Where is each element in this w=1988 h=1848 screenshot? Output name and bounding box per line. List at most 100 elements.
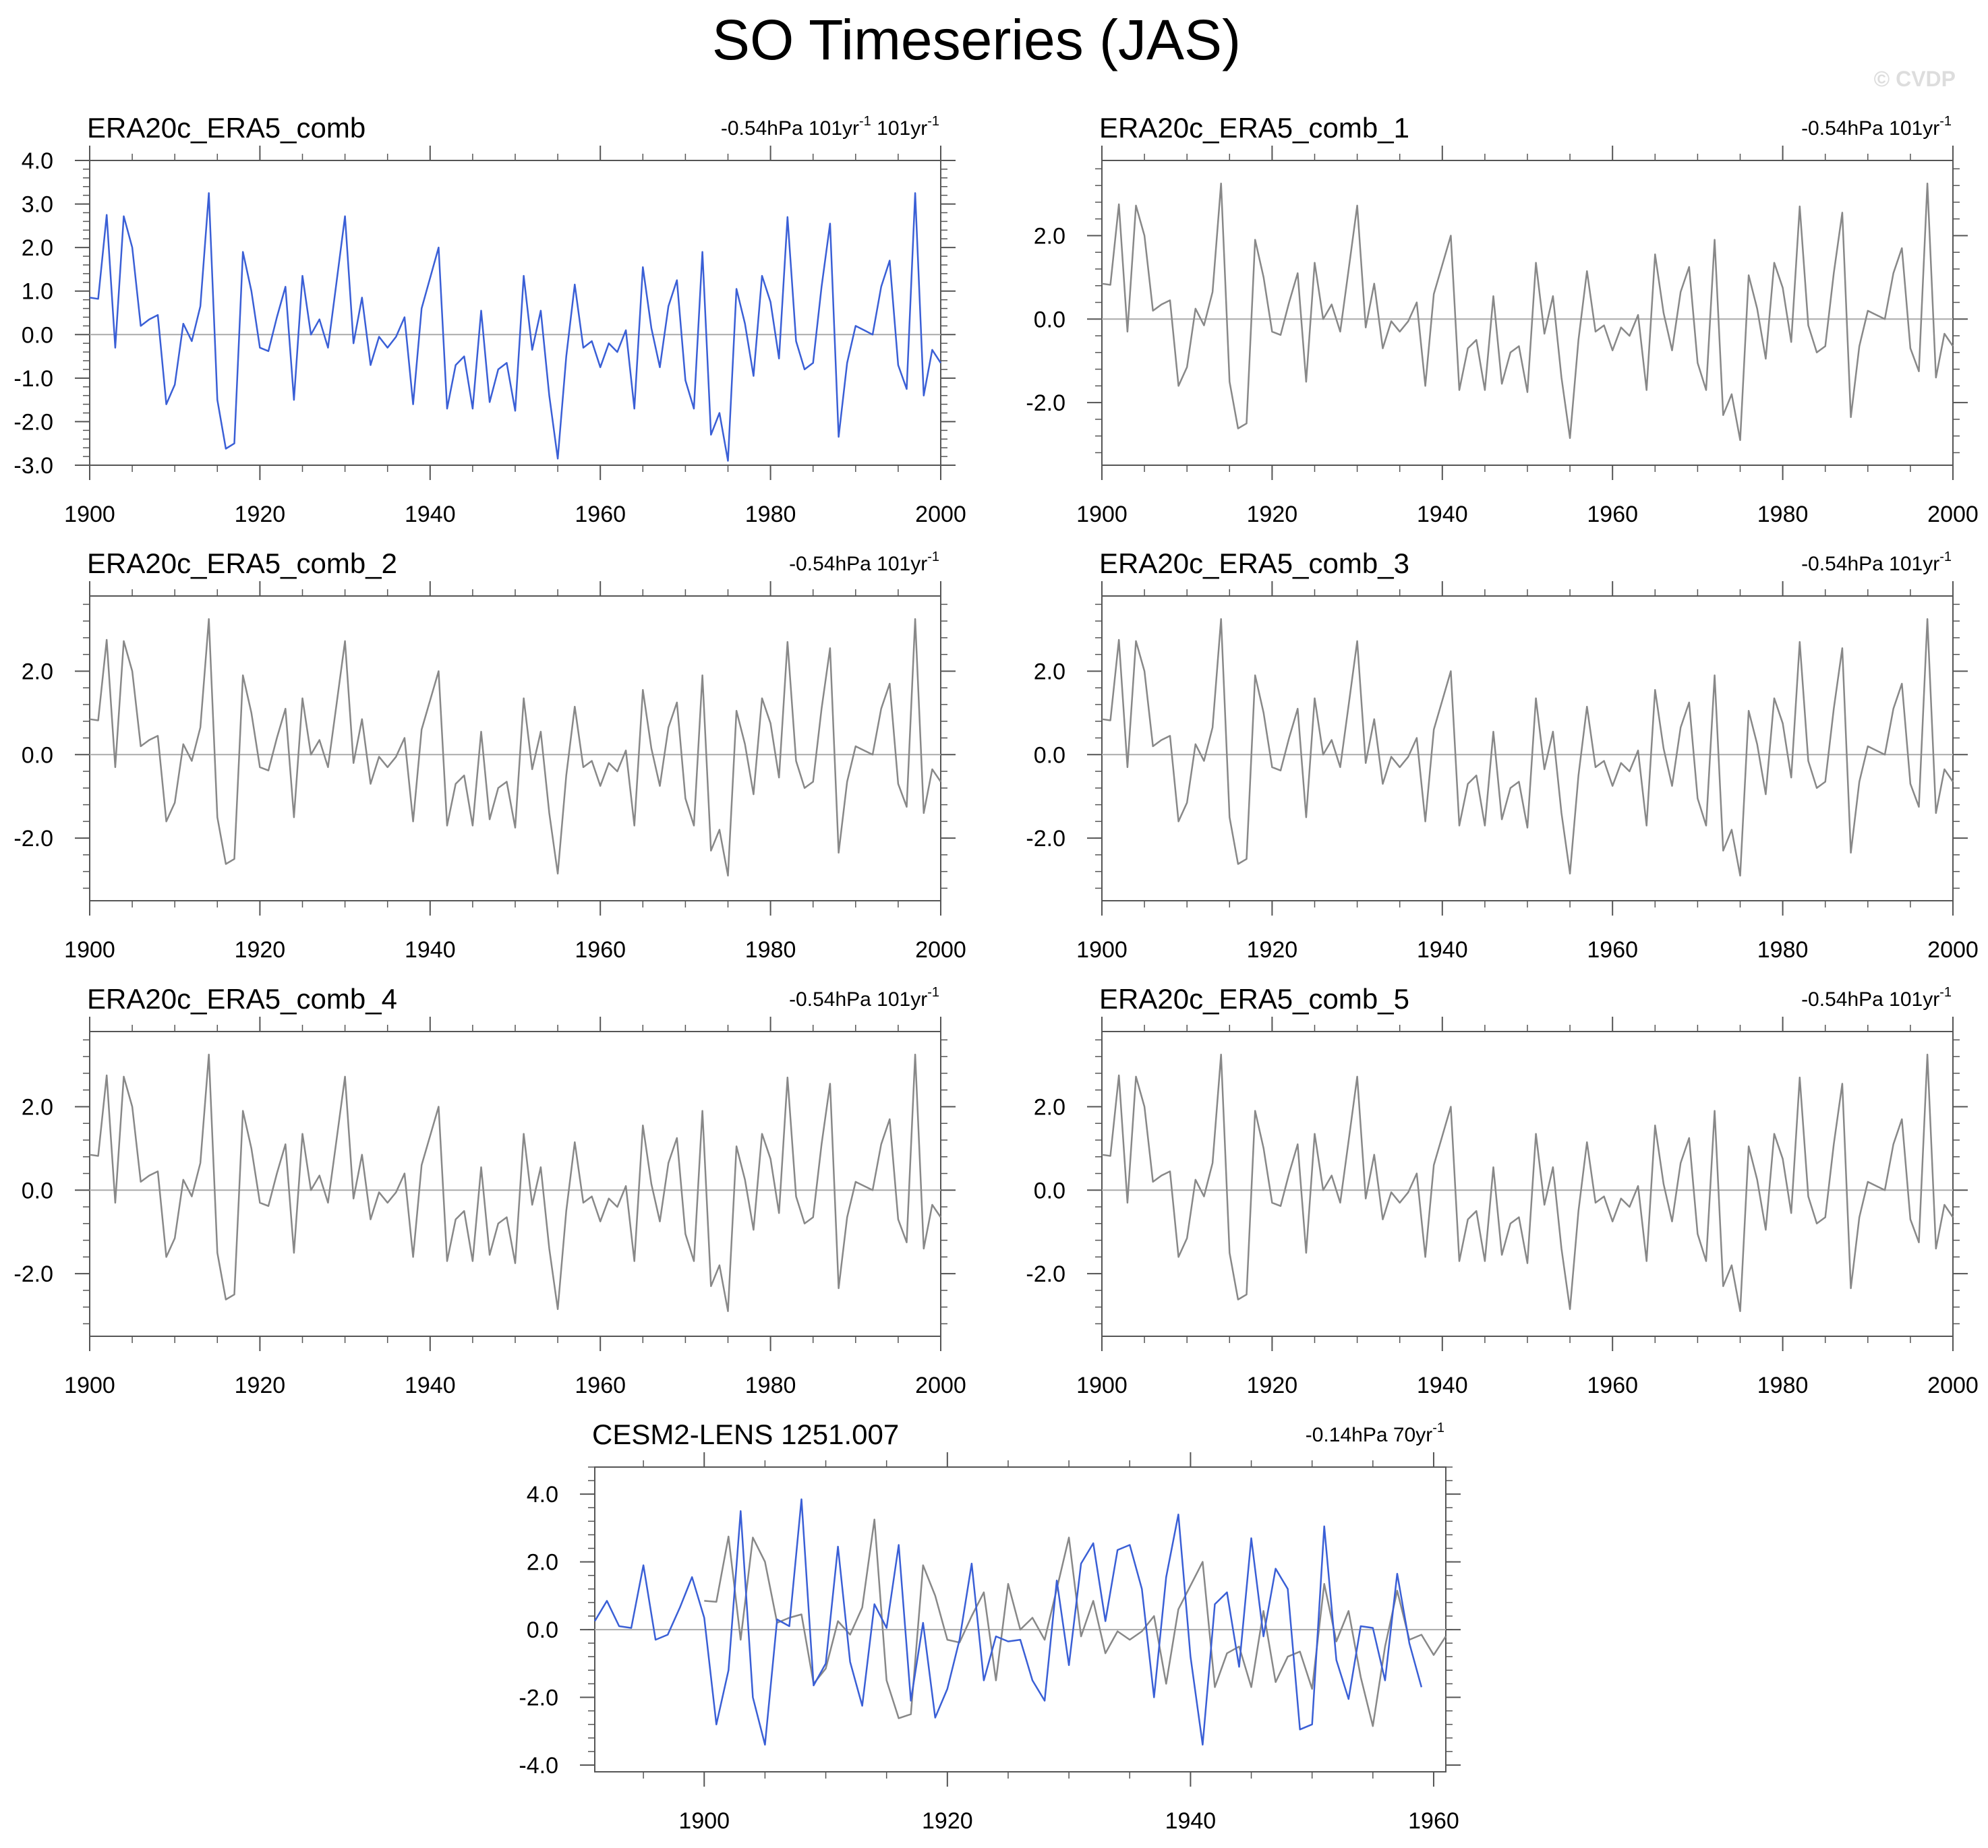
y-tick-label: 0.0 (1034, 307, 1065, 332)
panel-7: CESM2-LENS 1251.007 -0.14hPa 70yr-1 -4.0 -2… (519, 1419, 1461, 1834)
x-tick-label: 1900 (64, 502, 115, 527)
y-tick-label: -3.0 (13, 453, 53, 479)
trend-annotation: -0.54hPa 101yr-1 101yr-1 (721, 114, 939, 140)
x-tick-label: 1960 (1587, 937, 1638, 963)
x-tick-label: 1960 (575, 1373, 626, 1398)
x-tick-label: 1960 (575, 502, 626, 527)
x-tick-label: 1940 (1417, 937, 1468, 963)
x-tick-label: 1940 (405, 937, 456, 963)
panel-title: ERA20c_ERA5_comb_2 (87, 547, 397, 579)
series-line-obs (89, 192, 942, 462)
y-tick-label: 0.0 (527, 1617, 558, 1643)
series-line-obs (89, 1053, 942, 1313)
x-tick-label: 2000 (915, 1373, 966, 1398)
y-tick-label: 0.0 (1034, 1178, 1065, 1203)
plot-frame (594, 1466, 1446, 1772)
y-tick-label: 0.0 (22, 742, 53, 768)
x-tick-label: 1940 (1417, 502, 1468, 527)
x-tick-label: 1980 (1757, 937, 1809, 963)
panel-title: CESM2-LENS 1251.007 (592, 1419, 899, 1450)
x-tick-label: 1900 (64, 937, 115, 963)
x-tick-label: 1900 (1076, 502, 1128, 527)
panel-1: ERA20c_ERA5_comb -0.54hPa 101yr-1 101yr-1… (13, 112, 966, 527)
trend-annotation: -0.54hPa 101yr-1 (789, 985, 939, 1011)
x-tick-label: 1980 (745, 502, 796, 527)
y-tick-label: 2.0 (1034, 1094, 1065, 1120)
panel-title: ERA20c_ERA5_comb_5 (1099, 983, 1409, 1015)
x-tick-label: 1920 (1247, 502, 1298, 527)
x-tick-label: 1900 (1076, 937, 1128, 963)
series-line-model (593, 1498, 1423, 1746)
cvdp-watermark: © CVDP (1874, 67, 1956, 91)
y-tick-label: 2.0 (22, 659, 53, 684)
x-tick-label: 1940 (405, 1373, 456, 1398)
x-tick-label: 1940 (405, 502, 456, 527)
y-tick-label: 2.0 (22, 235, 53, 261)
y-tick-label: -1.0 (13, 366, 53, 392)
y-tick-label: -2.0 (13, 826, 53, 852)
x-tick-label: 1980 (745, 1373, 796, 1398)
x-tick-label: 1920 (235, 937, 286, 963)
series-line-obs (1101, 618, 1954, 877)
x-tick-label: 1940 (1165, 1808, 1217, 1834)
panel-4: ERA20c_ERA5_comb_3 -0.54hPa 101yr-1 -2.0 0.… (1026, 547, 1978, 963)
x-tick-label: 1900 (64, 1373, 115, 1398)
x-tick-label: 1960 (1408, 1808, 1459, 1834)
series-line-obs (89, 618, 942, 877)
x-tick-label: 1980 (745, 937, 796, 963)
y-tick-label: -2.0 (13, 1261, 53, 1287)
y-tick-label: 2.0 (1034, 223, 1065, 249)
y-tick-label: -2.0 (1026, 826, 1065, 852)
x-tick-label: 2000 (1927, 937, 1979, 963)
trend-annotation: -0.54hPa 101yr-1 (1801, 549, 1952, 575)
x-tick-label: 1960 (575, 937, 626, 963)
series-line-obs (1101, 1053, 1954, 1313)
trend-annotation: -0.54hPa 101yr-1 (1801, 985, 1952, 1011)
x-tick-label: 2000 (1927, 502, 1979, 527)
x-tick-label: 1900 (1076, 1373, 1128, 1398)
x-tick-label: 1920 (1247, 1373, 1298, 1398)
y-tick-label: -2.0 (1026, 390, 1065, 416)
x-tick-label: 2000 (915, 502, 966, 527)
y-tick-label: 0.0 (22, 322, 53, 348)
y-tick-label: 0.0 (1034, 742, 1065, 768)
x-tick-label: 2000 (915, 937, 966, 963)
x-tick-label: 1920 (1247, 937, 1298, 963)
trend-annotation: -0.14hPa 70yr-1 (1306, 1421, 1444, 1446)
trend-annotation: -0.54hPa 101yr-1 (789, 549, 939, 575)
x-tick-label: 1920 (235, 1373, 286, 1398)
panel-2: ERA20c_ERA5_comb_1 -0.54hPa 101yr-1 -2.0 0.… (1026, 112, 1978, 527)
series-line-obs (1101, 182, 1954, 442)
trend-annotation: -0.54hPa 101yr-1 (1801, 114, 1952, 140)
y-tick-label: 2.0 (1034, 659, 1065, 684)
series-line-obs (704, 1518, 1447, 1727)
x-tick-label: 1980 (1757, 1373, 1809, 1398)
y-tick-label: 1.0 (22, 279, 53, 305)
x-tick-label: 1960 (1587, 1373, 1638, 1398)
y-tick-label: -2.0 (13, 409, 53, 435)
panel-title: ERA20c_ERA5_comb_1 (1099, 112, 1409, 144)
x-tick-label: 1920 (235, 502, 286, 527)
x-tick-label: 1980 (1757, 502, 1809, 527)
x-tick-label: 1960 (1587, 502, 1638, 527)
y-tick-label: -2.0 (519, 1686, 558, 1711)
panel-5: ERA20c_ERA5_comb_4 -0.54hPa 101yr-1 -2.0 0.… (13, 983, 966, 1398)
x-tick-label: 1920 (922, 1808, 973, 1834)
y-tick-label: -2.0 (1026, 1261, 1065, 1287)
y-tick-label: 2.0 (527, 1550, 558, 1576)
x-tick-label: 1900 (678, 1808, 730, 1834)
panel-title: ERA20c_ERA5_comb_3 (1099, 547, 1409, 579)
y-tick-label: -4.0 (519, 1753, 558, 1779)
panel-title: ERA20c_ERA5_comb (87, 112, 366, 144)
y-tick-label: 2.0 (22, 1094, 53, 1120)
y-tick-label: 4.0 (527, 1482, 558, 1508)
y-tick-label: 4.0 (22, 148, 53, 174)
x-tick-label: 1940 (1417, 1373, 1468, 1398)
panel-title: ERA20c_ERA5_comb_4 (87, 983, 397, 1015)
figure-title: SO Timeseries (JAS) (712, 8, 1241, 71)
y-tick-label: 3.0 (22, 192, 53, 218)
x-tick-label: 2000 (1927, 1373, 1979, 1398)
panel-3: ERA20c_ERA5_comb_2 -0.54hPa 101yr-1 -2.0 0.… (13, 547, 966, 963)
panel-6: ERA20c_ERA5_comb_5 -0.54hPa 101yr-1 -2.0 0.… (1026, 983, 1978, 1398)
